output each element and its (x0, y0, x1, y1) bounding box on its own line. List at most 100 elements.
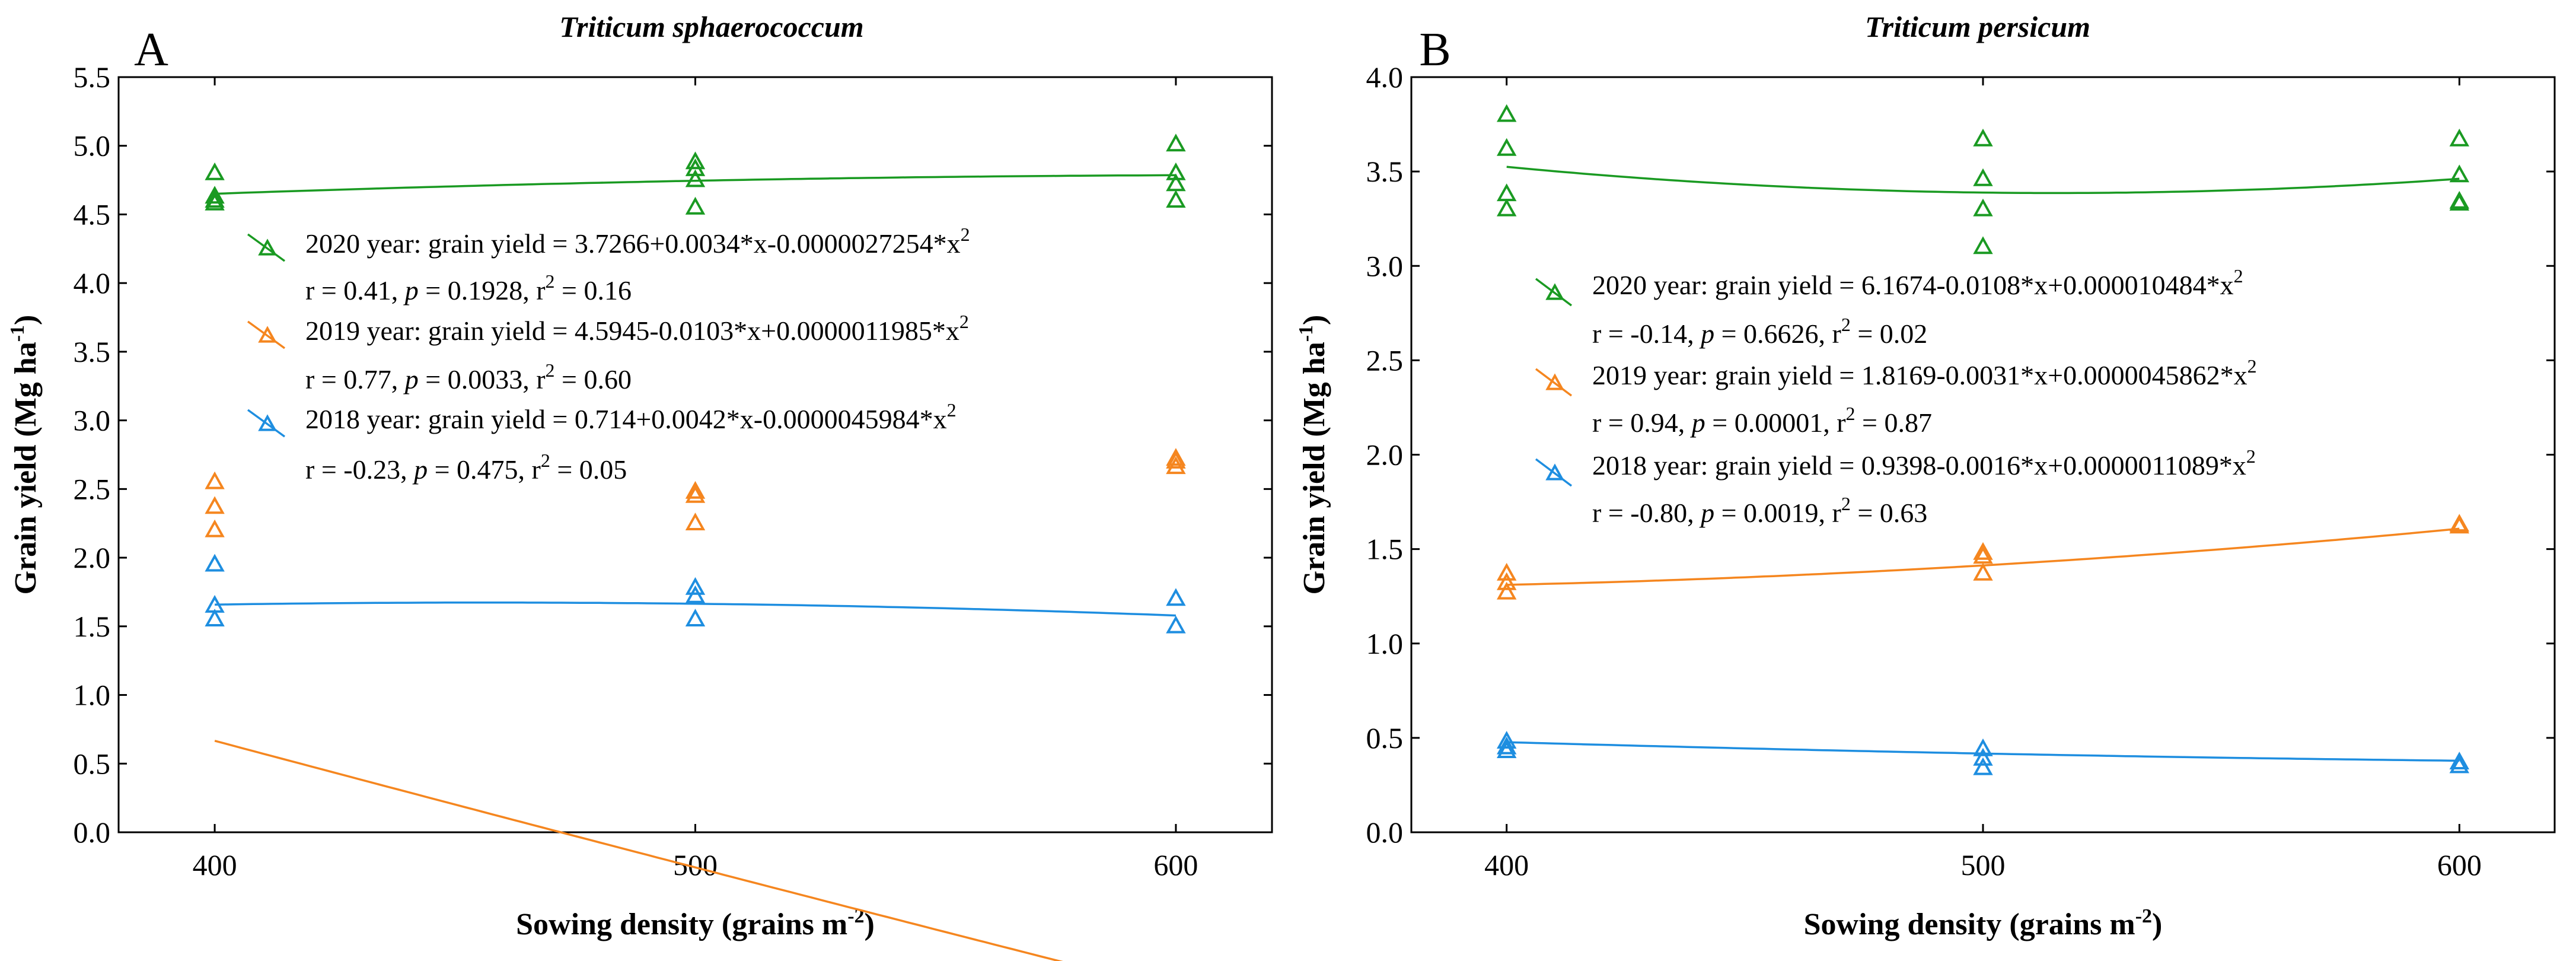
equation-text: 2019 year: grain yield = 1.8169-0.0031*x… (1592, 360, 2247, 390)
x-tick-label: 500 (1961, 848, 2006, 882)
data-point (2449, 515, 2470, 534)
legend-entry-2018-year: 2018 year: grain yield = 0.714+0.0042*x-… (247, 399, 957, 485)
stats-r: r = -0.14, (1592, 319, 1701, 349)
stats-p-value: = 0.00001, r (1705, 408, 1846, 438)
data-point (685, 196, 706, 215)
equation-sup: 2 (959, 311, 969, 332)
stats-p-symbol: p (403, 275, 419, 306)
data-point (205, 190, 225, 208)
legend-equation: 2020 year: grain yield = 6.1674-0.0108*x… (1592, 265, 2243, 300)
y-tick-label: 1.5 (1366, 533, 1404, 566)
data-point (1496, 183, 1517, 202)
legend-entry-2020-year: 2020 year: grain yield = 3.7266+0.0034*x… (247, 224, 970, 306)
series-2019-year (205, 448, 1186, 961)
legend-stats: r = 0.41, p = 0.1928, r2 = 0.16 (305, 271, 632, 306)
stats-p-symbol: p (1699, 319, 1714, 349)
data-point (1973, 747, 1993, 766)
legend-stats: r = -0.80, p = 0.0019, r2 = 0.63 (1592, 493, 1927, 528)
stats-r2-value: = 0.60 (555, 364, 632, 394)
data-point (685, 577, 706, 595)
data-point (1973, 546, 1993, 564)
fit-curve (214, 740, 1063, 961)
legend-marker (1545, 373, 1564, 390)
legend-marker (258, 414, 277, 431)
series-2018-year (1496, 731, 2470, 775)
data-point (1973, 128, 1993, 147)
stats-r2-sup: 2 (1846, 403, 1856, 424)
legend-stats: r = 0.77, p = 0.0033, r2 = 0.60 (305, 359, 632, 394)
data-point (1496, 736, 1517, 755)
legend-line (247, 320, 286, 349)
chart-title: Triticum persicum (1865, 10, 2090, 43)
data-point (205, 496, 225, 514)
data-point (1166, 615, 1186, 634)
panel-letter: A (134, 24, 168, 76)
legend-marker (258, 326, 277, 343)
data-point (1973, 168, 1993, 186)
y-tick-label: 0.5 (1366, 721, 1404, 755)
legend-line (247, 409, 286, 438)
data-point (1973, 198, 1993, 217)
x-axis-label-end: ) (865, 908, 875, 941)
x-tick-label: 400 (193, 848, 237, 882)
data-point (1496, 581, 1517, 600)
fit-curve (1506, 741, 2460, 762)
y-tick-label: 2.5 (1366, 343, 1404, 377)
legend-marker (1545, 463, 1564, 480)
stats-r: r = 0.77, (305, 364, 405, 394)
equation-text: 2018 year: grain yield = 0.9398-0.0016*x… (1592, 450, 2246, 480)
data-point (2449, 193, 2470, 211)
stats-r: r = 0.94, (1592, 408, 1692, 438)
y-tick-label: 3.5 (74, 335, 111, 368)
equation-sup: 2 (2234, 265, 2243, 287)
data-point (205, 471, 225, 489)
stats-r2-sup: 2 (541, 450, 550, 471)
panel-letter: B (1419, 24, 1450, 76)
data-point (205, 609, 225, 626)
data-point (1973, 562, 1993, 581)
legend-equation: 2019 year: grain yield = 4.5945-0.0103*x… (305, 311, 969, 346)
legend-equation: 2018 year: grain yield = 0.714+0.0042*x-… (305, 399, 957, 434)
stats-r2-value: = 0.16 (555, 275, 632, 306)
y-tick-label: 1.5 (74, 610, 111, 643)
data-point (205, 186, 225, 204)
stats-r2-value: = 0.63 (1851, 498, 1927, 528)
legend-line (1535, 278, 1573, 307)
equation-text: 2020 year: grain yield = 6.1674-0.0108*x… (1592, 270, 2234, 300)
stats-p-symbol: p (403, 364, 419, 394)
legend-entry-2018-year: 2018 year: grain yield = 0.9398-0.0016*x… (1535, 446, 2256, 528)
stats-p-value: = 0.475, r (428, 454, 541, 485)
series-2018-year (205, 553, 1186, 634)
x-axis-label: Sowing density (grains m-2) (1804, 905, 2163, 941)
legend-equation: 2020 year: grain yield = 3.7266+0.0034*x… (305, 224, 970, 259)
fit-curve (215, 602, 1176, 617)
data-point (205, 162, 225, 180)
y-tick-label: 0.5 (74, 747, 111, 780)
data-point (2449, 755, 2470, 774)
legend-line (1535, 458, 1573, 487)
equation-sup: 2 (2247, 355, 2257, 377)
legend-equation: 2018 year: grain yield = 0.9398-0.0016*x… (1592, 446, 2256, 480)
data-point (685, 169, 706, 187)
y-tick-label: 4.0 (74, 266, 111, 300)
data-point (1973, 236, 1993, 254)
data-point (685, 513, 706, 530)
legend-line (1535, 368, 1573, 397)
x-axis-label-end: ) (2152, 908, 2162, 941)
y-tick-label: 2.5 (74, 472, 111, 505)
data-point (1496, 198, 1517, 217)
stats-r2-value: = 0.05 (550, 454, 627, 485)
data-point (1496, 138, 1517, 156)
stats-r2-value: = 0.87 (1856, 408, 1932, 438)
y-tick-label: 3.5 (1366, 155, 1404, 188)
equation-sup: 2 (947, 399, 957, 421)
y-axis-label-sup: -1 (1295, 325, 1317, 342)
chart-panel-b: B Triticum persicum 0.0 0.5 1.0 1.5 2.0 2.5 3.0 3… (1295, 10, 2556, 941)
equation-sup: 2 (2246, 446, 2256, 467)
x-tick-label: 600 (1153, 848, 1198, 882)
stats-p-value: = 0.6626, r (1714, 319, 1841, 349)
y-axis-label: Grain yield (Mg ha-1) (7, 315, 43, 595)
data-point (1973, 542, 1993, 560)
y-tick-label: 3.0 (1366, 249, 1404, 282)
legend-stats: r = -0.14, p = 0.6626, r2 = 0.02 (1592, 314, 1927, 349)
